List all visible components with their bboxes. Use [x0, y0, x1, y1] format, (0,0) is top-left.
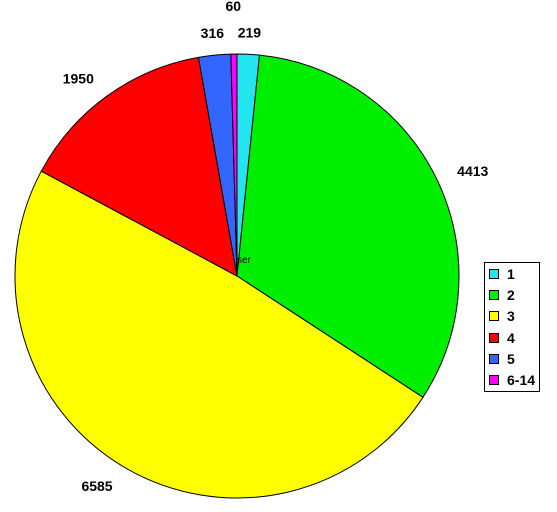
slice-value-label: 6585 — [81, 478, 112, 494]
legend-swatch — [489, 268, 499, 279]
slice-value-label: 1950 — [63, 70, 94, 86]
legend-item: 2 — [485, 284, 539, 305]
legend-label: 4 — [507, 329, 515, 346]
pie-slice-4 — [40, 56, 238, 277]
legend-item: 4 — [485, 327, 539, 348]
legend-item: 3 — [485, 306, 539, 327]
legend-swatch — [489, 311, 499, 322]
slice-value-label: 60 — [225, 0, 241, 14]
slice-value-label: 219 — [238, 24, 262, 40]
legend-swatch — [489, 332, 499, 343]
legend-item: 6-14 — [485, 369, 539, 390]
legend-label: 6-14 — [507, 372, 536, 389]
legend-swatch — [489, 375, 499, 386]
legend-swatch — [489, 289, 499, 300]
slice-value-label: 316 — [201, 25, 225, 41]
legend-swatch — [489, 353, 499, 364]
legend-label: 1 — [507, 265, 515, 282]
legend-item: 1 — [485, 263, 539, 284]
legend-item: 5 — [485, 348, 539, 369]
legend-label: 5 — [507, 350, 515, 367]
pie-slice-6-14 — [230, 53, 238, 277]
center-label: ser — [237, 255, 252, 266]
legend: 1 2 3 4 5 6-14 — [484, 262, 540, 392]
legend-label: 3 — [507, 308, 515, 325]
slice-value-label: 4413 — [457, 163, 488, 179]
legend-label: 2 — [507, 286, 515, 303]
pie-slice-3 — [14, 170, 424, 499]
